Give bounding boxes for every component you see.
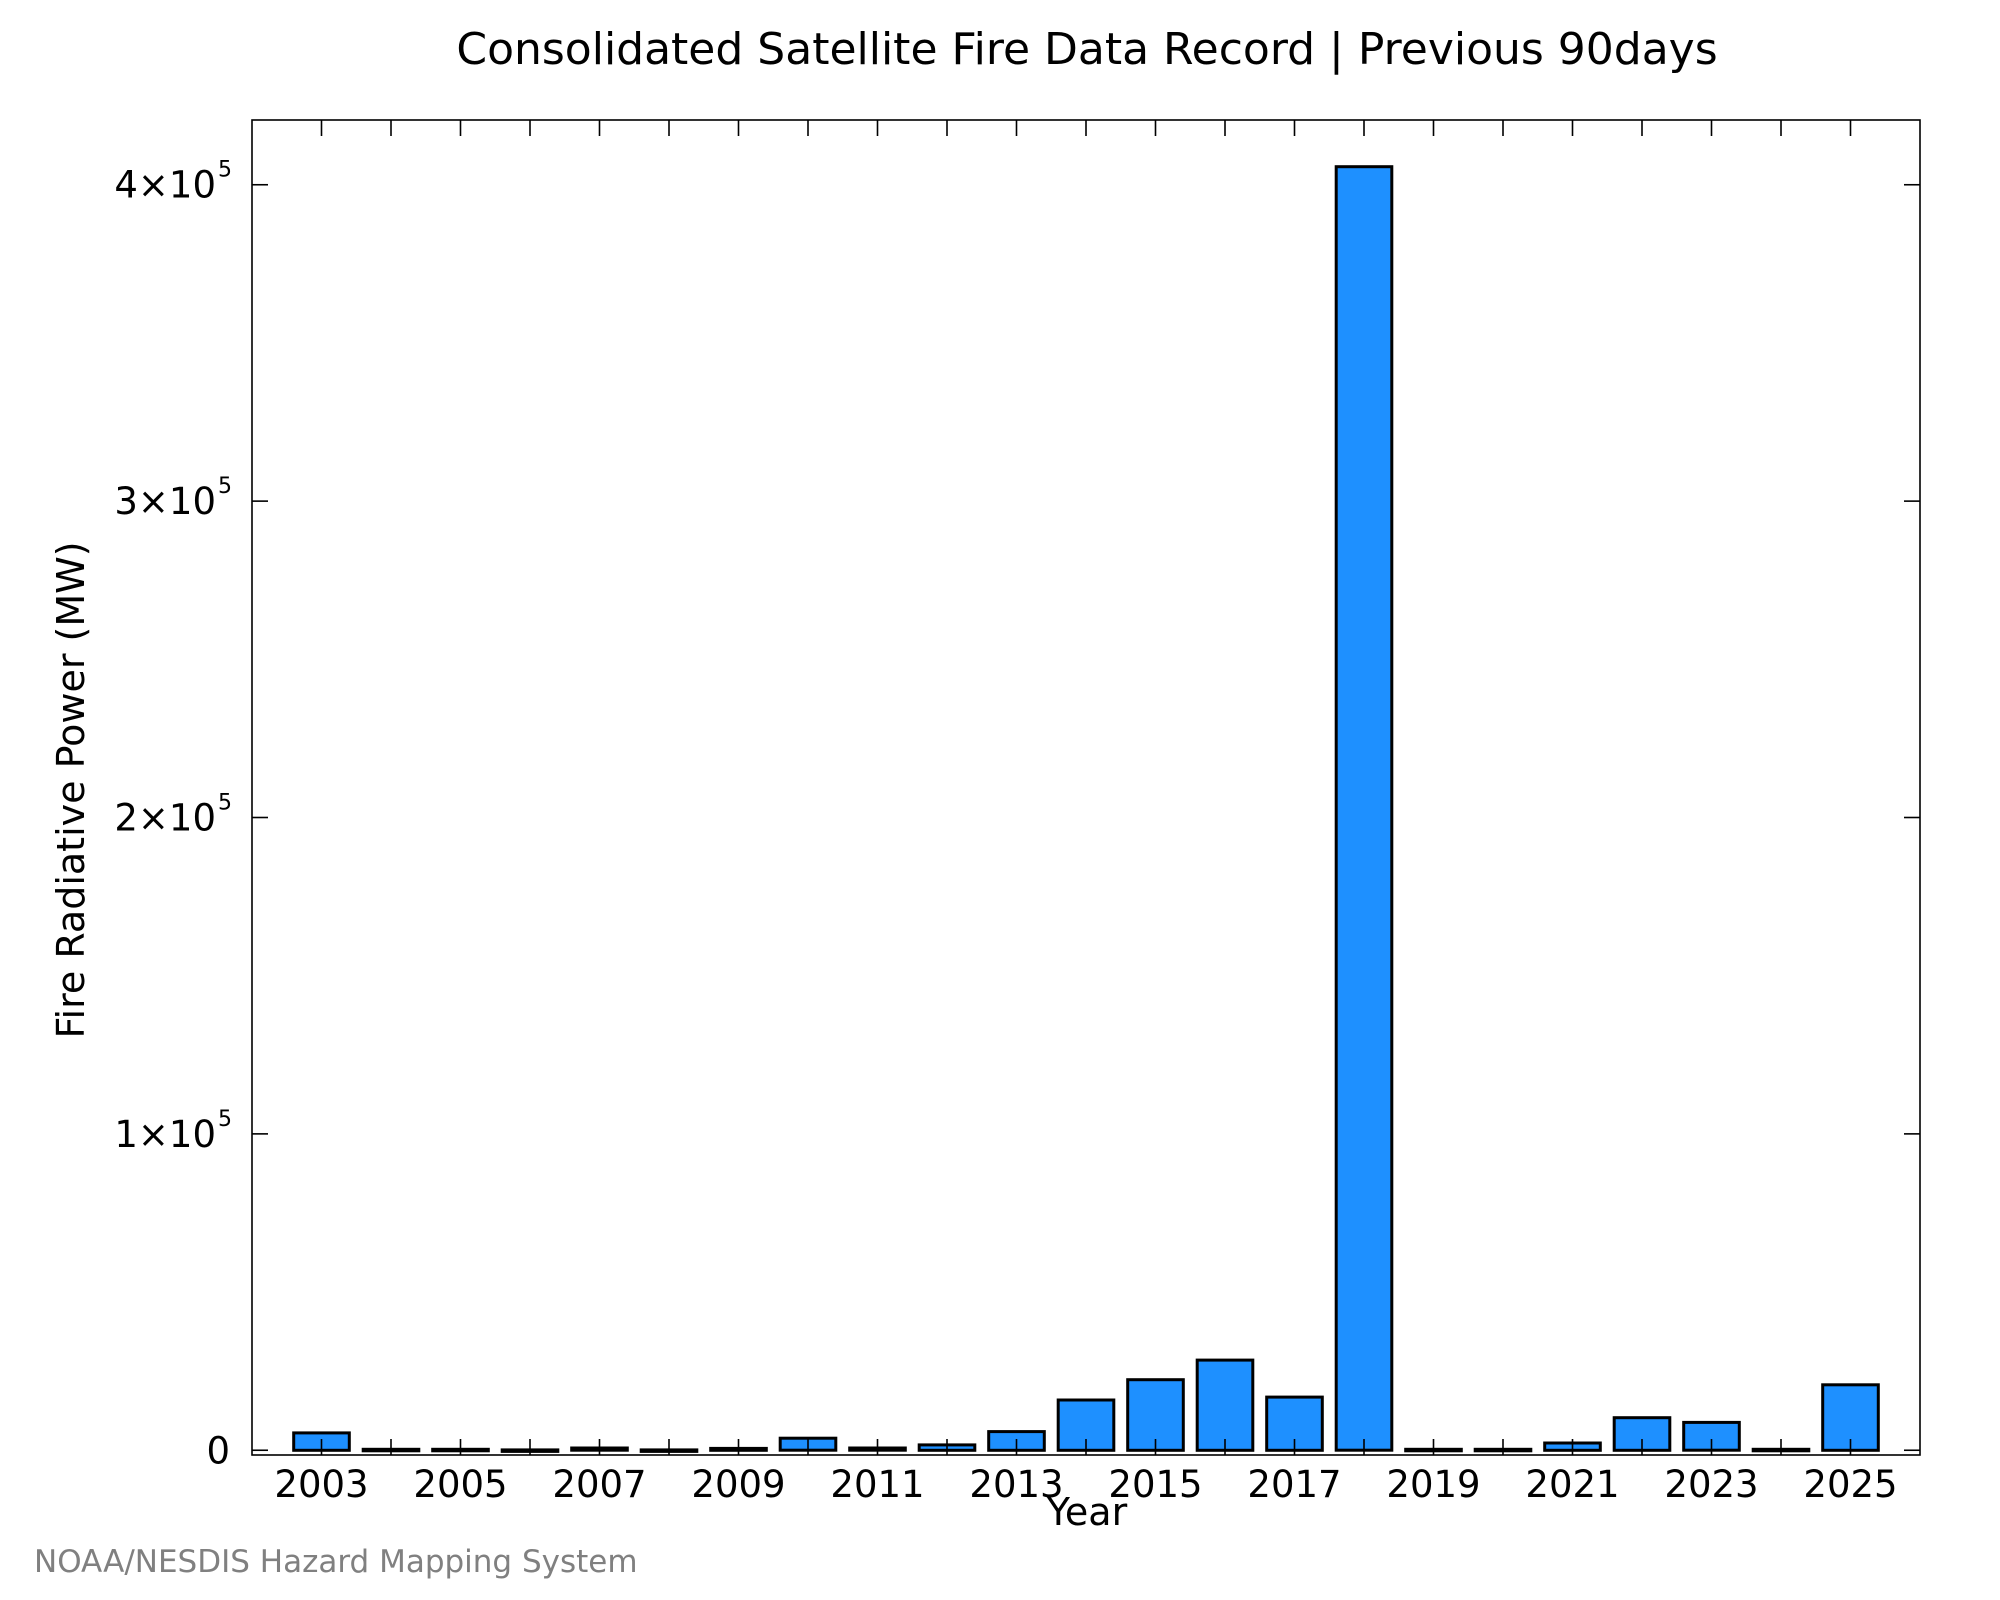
x-tick-label-2007: 2007 — [552, 1463, 646, 1506]
x-tick-label-2013: 2013 — [969, 1463, 1063, 1506]
x-tick-label-2019: 2019 — [1386, 1463, 1480, 1506]
bar-2015 — [1126, 1378, 1185, 1452]
x-tick-label-2011: 2011 — [830, 1463, 924, 1506]
x-tick-label-2015: 2015 — [1108, 1463, 1202, 1506]
x-tick-label-2025: 2025 — [1803, 1463, 1897, 1506]
x-tick-label-2017: 2017 — [1247, 1463, 1341, 1506]
y-tick-label-exponent: 5 — [218, 1107, 232, 1132]
y-tick-label: 1×10 — [114, 1113, 216, 1156]
x-tick-label-2023: 2023 — [1664, 1463, 1758, 1506]
x-ticks-group: 2003 2005 2007 2009 2011 2013 2015 2017 2019 2021… — [274, 120, 1898, 1506]
y-tick-label: 4×10 — [114, 164, 216, 207]
y-axis-label: Fire Radiative Power (MW) — [49, 541, 93, 1038]
y-tick-label-exponent: 5 — [218, 158, 232, 183]
bars-group — [292, 165, 1880, 1453]
chart-title: Consolidated Satellite Fire Data Record … — [456, 24, 1717, 75]
bar-2018 — [1334, 165, 1394, 1452]
x-tick-label-2005: 2005 — [413, 1463, 507, 1506]
y-ticks-group: 01×10 52×10 53×10 54×10 5 — [114, 158, 1920, 1472]
plot-frame — [251, 119, 1921, 1456]
x-tick-label-2021: 2021 — [1525, 1463, 1619, 1506]
x-tick-label-2003: 2003 — [274, 1463, 368, 1506]
x-tick-label-2009: 2009 — [691, 1463, 785, 1506]
y-tick-label: 3×10 — [114, 480, 216, 523]
y-tick-label: 0 — [206, 1429, 230, 1472]
credit-text: NOAA/NESDIS Hazard Mapping System — [34, 1544, 638, 1580]
bar-2016 — [1195, 1358, 1255, 1452]
x-axis-label: Year — [1046, 1490, 1128, 1534]
y-tick-label-exponent: 5 — [218, 474, 232, 499]
y-tick-label-exponent: 5 — [218, 791, 232, 816]
y-tick-label: 2×10 — [114, 797, 216, 840]
